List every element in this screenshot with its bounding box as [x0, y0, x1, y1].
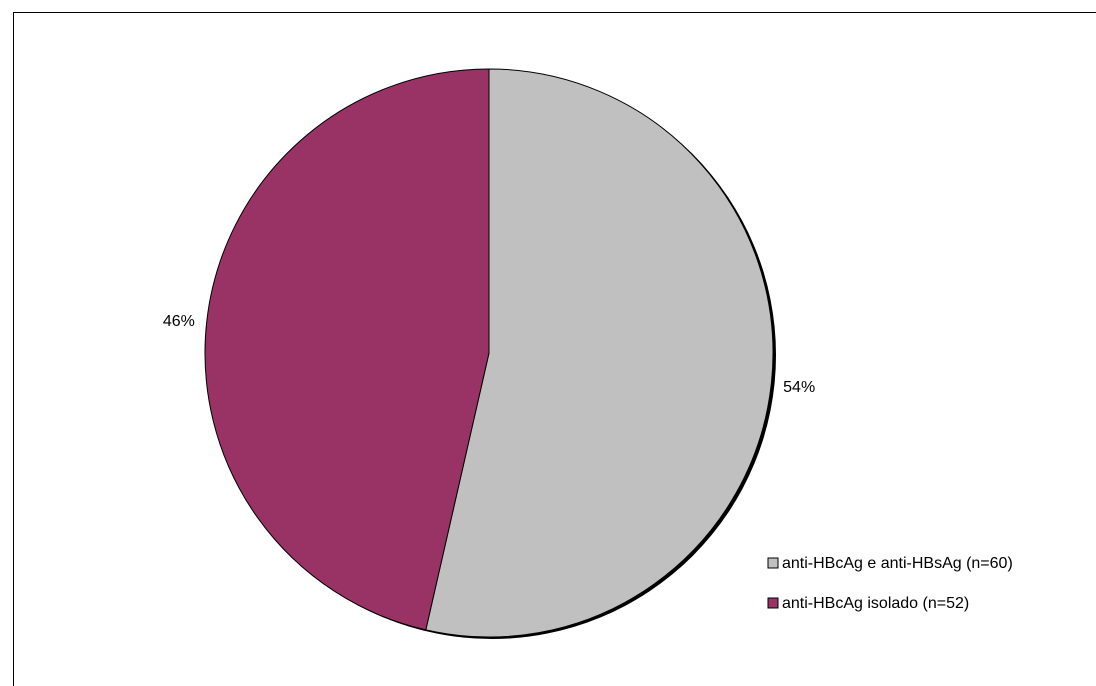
- slice-percent-label-2: 46%: [163, 313, 195, 330]
- legend-label-2: anti-HBcAg isolado (n=52): [782, 595, 969, 612]
- pie-slices: [204, 68, 774, 638]
- legend-label-1: anti-HBcAg e anti-HBsAg (n=60): [782, 555, 1013, 572]
- pie-slice-1: [425, 68, 774, 638]
- pie-labels: 54% 46%: [163, 313, 815, 396]
- slice-percent-label-1: 54%: [783, 379, 815, 396]
- legend: anti-HBcAg e anti-HBsAg (n=60) anti-HBcAg…: [767, 555, 1013, 612]
- pie-slice-2: [204, 68, 490, 631]
- legend-swatch-2: [767, 597, 779, 609]
- legend-swatch-1: [767, 557, 779, 569]
